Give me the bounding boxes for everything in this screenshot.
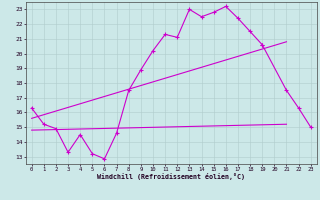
X-axis label: Windchill (Refroidissement éolien,°C): Windchill (Refroidissement éolien,°C)	[97, 173, 245, 180]
